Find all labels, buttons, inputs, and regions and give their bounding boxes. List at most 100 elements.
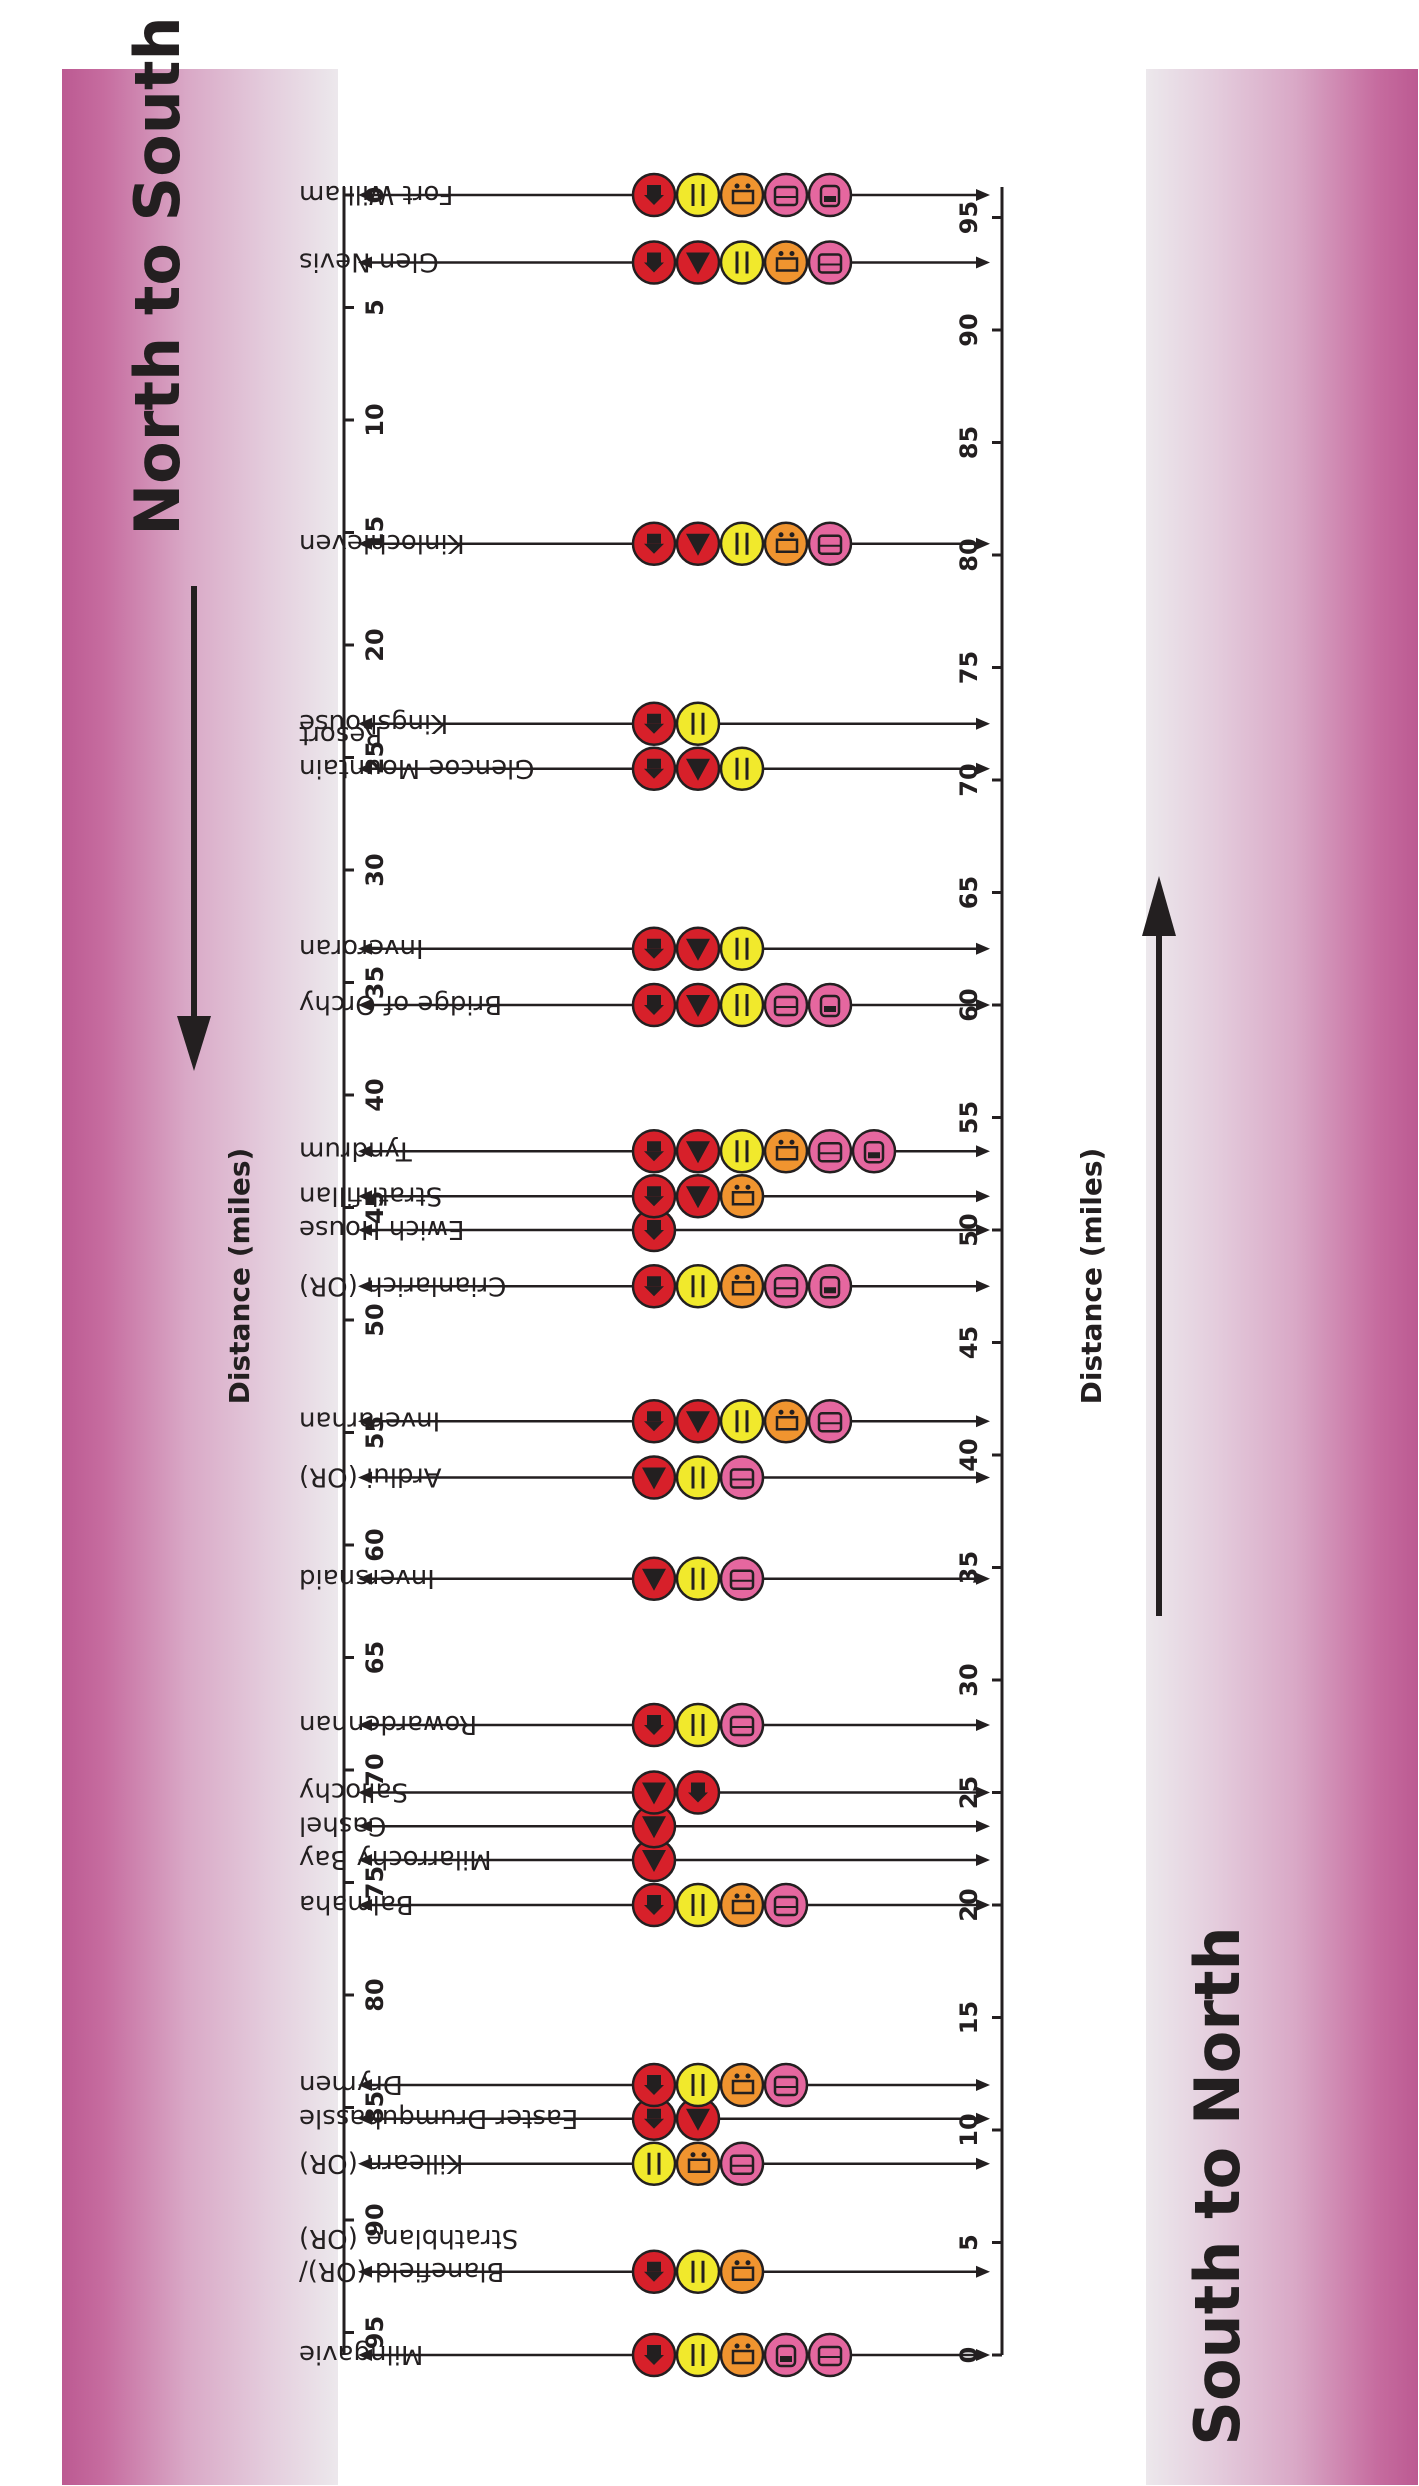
tent-icon bbox=[642, 1816, 666, 1839]
stop-name: Glencoe Mountain bbox=[299, 753, 534, 783]
icon-circle bbox=[719, 2249, 765, 2294]
house-icon bbox=[631, 1129, 677, 1174]
house-icon bbox=[631, 746, 677, 791]
sn-tick-label-40: 40 bbox=[955, 1438, 983, 1471]
house-icon-roof bbox=[644, 1286, 664, 1297]
icon-circle bbox=[807, 2332, 853, 2378]
house-icon-roof bbox=[644, 2271, 664, 2282]
icon-circle bbox=[675, 1556, 721, 1601]
train-icon-window bbox=[868, 1152, 880, 1159]
icon-circle bbox=[675, 2141, 721, 2186]
stop-label-group: Strathfillan bbox=[299, 1180, 442, 1210]
icon-circle bbox=[719, 1264, 765, 1309]
north-to-south-direction-arrow-head bbox=[177, 1016, 211, 1071]
south-to-north-heading: South to North bbox=[1181, 1926, 1254, 2445]
house-icon-roof bbox=[644, 2085, 664, 2095]
icon-circle bbox=[719, 1399, 765, 1444]
tent-icon bbox=[686, 1411, 710, 1434]
trolley-icon-wheel bbox=[745, 183, 751, 189]
tent-icon bbox=[686, 995, 710, 1017]
trolley-icon-wheel bbox=[734, 2343, 740, 2349]
icon-circle bbox=[807, 982, 853, 1028]
cutlery-icon bbox=[675, 172, 721, 218]
stop-leader-arrow-left bbox=[976, 2112, 990, 2125]
icon-circle bbox=[763, 1264, 809, 1309]
tent-icon bbox=[631, 1804, 677, 1849]
ns-tick-label-75: 75 bbox=[361, 1866, 389, 1899]
stop-name: Strathfillan bbox=[299, 1180, 442, 1210]
stop-marker: Milarrochy Bay bbox=[299, 1837, 990, 1883]
train-icon bbox=[851, 1129, 897, 1174]
stop-marker: Ardlui (OR) bbox=[299, 1455, 990, 1500]
house-icon bbox=[631, 1264, 677, 1309]
icon-circle bbox=[675, 1455, 721, 1500]
bus-icon bbox=[807, 240, 853, 285]
stop-label-group: Milarrochy Bay bbox=[299, 1844, 492, 1874]
icon-circle bbox=[763, 1129, 809, 1174]
cutlery-icon bbox=[675, 701, 721, 746]
icon-circle bbox=[763, 2332, 809, 2378]
icon-circle bbox=[763, 240, 809, 285]
stop-leader-arrow-right bbox=[358, 1280, 372, 1293]
bus-icon bbox=[807, 1399, 853, 1444]
stop-name: Fort William bbox=[299, 179, 453, 209]
trolley-icon-wheel bbox=[690, 2152, 696, 2158]
house-icon-body bbox=[647, 1141, 661, 1152]
ns-tick-label-5: 5 bbox=[361, 299, 389, 316]
icon-circle bbox=[719, 1882, 765, 1928]
bus-icon bbox=[719, 2141, 765, 2186]
house-icon-body bbox=[647, 1220, 661, 1230]
stop-name: Blanefield (OR)/ bbox=[299, 2256, 505, 2286]
icon-circle bbox=[807, 1129, 853, 1174]
stop-leader-arrow-right bbox=[358, 1145, 372, 1158]
cutlery-icon bbox=[631, 2141, 677, 2186]
tent-icon bbox=[686, 1186, 710, 1209]
stop-leader-arrow-left bbox=[976, 999, 990, 1011]
house-icon-body bbox=[647, 713, 661, 724]
house-icon-roof bbox=[644, 768, 664, 779]
trolley-icon-wheel bbox=[778, 251, 784, 256]
trolley-icon bbox=[763, 1399, 809, 1444]
stop-leader-arrow-right bbox=[358, 762, 372, 775]
tent-icon bbox=[631, 1770, 677, 1815]
stop-leader-arrow-right bbox=[358, 1786, 372, 1799]
house-icon-roof bbox=[644, 723, 664, 734]
stop-leader-arrow-left bbox=[976, 2079, 990, 2091]
tent-icon bbox=[675, 240, 721, 285]
cutlery-icon bbox=[675, 2332, 721, 2378]
bus-icon bbox=[807, 2332, 853, 2378]
icon-circle bbox=[675, 701, 721, 746]
trolley-icon bbox=[763, 521, 809, 566]
house-icon-body bbox=[647, 2108, 661, 2119]
cutlery-icon bbox=[675, 2062, 721, 2108]
house-icon-body bbox=[647, 252, 661, 263]
stop-marker: Fort William bbox=[299, 172, 990, 218]
cutlery-icon bbox=[675, 1702, 721, 1748]
stop-label-group: Inveroran bbox=[299, 933, 424, 963]
stop-leader-arrow-right bbox=[358, 537, 372, 550]
stop-leader-arrow-right bbox=[358, 1719, 372, 1731]
stop-leader-arrow-left bbox=[976, 2157, 990, 2170]
bus-icon bbox=[719, 1556, 765, 1601]
tent-icon bbox=[675, 1129, 721, 1174]
tent-icon bbox=[631, 1837, 677, 1883]
house-icon-roof bbox=[644, 2118, 664, 2129]
stop-name: Killearn (OR) bbox=[299, 2148, 463, 2178]
stop-leader-arrow-left bbox=[976, 1899, 990, 1911]
trolley-icon-wheel bbox=[734, 1274, 740, 1280]
icon-circle bbox=[763, 1882, 809, 1928]
trolley-icon-basket bbox=[731, 1899, 755, 1915]
ns-tick-label-65: 65 bbox=[361, 1641, 389, 1674]
ns-tick-label-80: 80 bbox=[361, 1978, 389, 2011]
trolley-icon-basket bbox=[731, 2349, 755, 2365]
sn-tick-label-90: 90 bbox=[955, 313, 983, 346]
stop-marker: Inveroran bbox=[299, 926, 990, 971]
house-icon-body bbox=[647, 758, 661, 769]
stop-marker: Cashel bbox=[299, 1804, 990, 1849]
house-icon-body bbox=[647, 1276, 661, 1287]
stop-leader-arrow-left bbox=[976, 189, 990, 201]
train-icon-body bbox=[775, 2344, 797, 2368]
stop-marker: Bridge of Orchy bbox=[299, 982, 990, 1028]
house-icon bbox=[631, 701, 677, 746]
